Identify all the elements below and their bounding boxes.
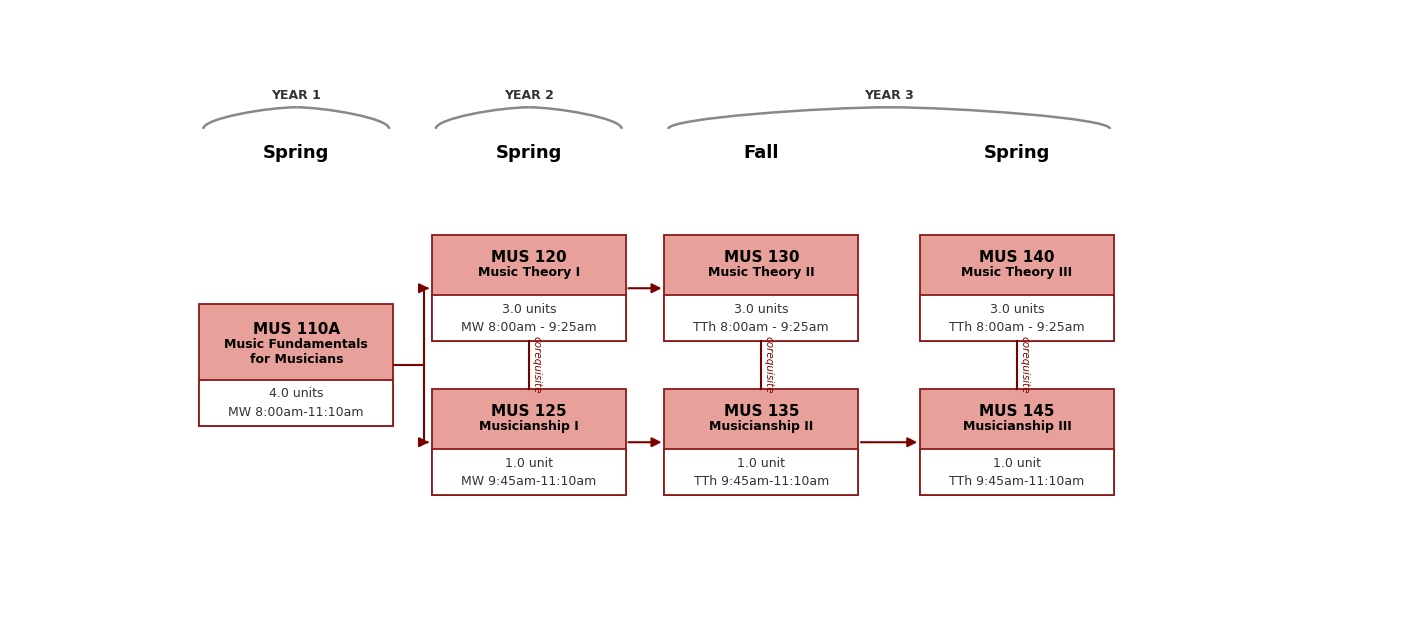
Text: 1.0 unit: 1.0 unit <box>737 457 785 469</box>
Bar <box>920 449 1115 495</box>
Text: YEAR 1: YEAR 1 <box>272 89 321 102</box>
Text: MUS 135: MUS 135 <box>723 404 799 419</box>
Bar <box>200 304 393 426</box>
Bar <box>433 235 626 341</box>
Text: MUS 110A: MUS 110A <box>252 322 340 338</box>
Text: Music Theory II: Music Theory II <box>707 266 814 280</box>
Text: MUS 120: MUS 120 <box>490 250 566 265</box>
Text: Spring: Spring <box>263 144 330 163</box>
Text: MW 8:00am-11:10am: MW 8:00am-11:10am <box>228 406 364 419</box>
Bar <box>433 389 626 495</box>
Bar <box>433 295 626 341</box>
Text: Musicianship I: Musicianship I <box>479 420 579 433</box>
Text: YEAR 2: YEAR 2 <box>504 89 554 102</box>
Text: MUS 125: MUS 125 <box>490 404 566 419</box>
Text: Musicianship II: Musicianship II <box>709 420 813 433</box>
Text: for Musicians: for Musicians <box>249 353 342 365</box>
Text: MW 8:00am - 9:25am: MW 8:00am - 9:25am <box>461 321 596 334</box>
Text: MUS 145: MUS 145 <box>979 404 1055 419</box>
Text: MUS 130: MUS 130 <box>723 250 799 265</box>
Text: Fall: Fall <box>744 144 779 163</box>
Text: corequisite: corequisite <box>531 336 541 394</box>
Text: MW 9:45am-11:10am: MW 9:45am-11:10am <box>461 475 596 488</box>
Text: 3.0 units: 3.0 units <box>734 302 789 316</box>
Text: 3.0 units: 3.0 units <box>502 302 557 316</box>
Text: Music Theory III: Music Theory III <box>961 266 1072 280</box>
Text: corequisite: corequisite <box>764 336 774 394</box>
Text: 1.0 unit: 1.0 unit <box>993 457 1041 469</box>
Bar <box>920 235 1115 341</box>
Bar <box>665 389 858 495</box>
Text: Musicianship III: Musicianship III <box>962 420 1071 433</box>
Bar <box>665 449 858 495</box>
Text: Spring: Spring <box>496 144 562 163</box>
Text: 1.0 unit: 1.0 unit <box>504 457 552 469</box>
Text: Music Theory I: Music Theory I <box>478 266 581 280</box>
Text: TTh 9:45am-11:10am: TTh 9:45am-11:10am <box>950 475 1085 488</box>
Text: TTh 8:00am - 9:25am: TTh 8:00am - 9:25am <box>950 321 1085 334</box>
Text: TTh 8:00am - 9:25am: TTh 8:00am - 9:25am <box>693 321 828 334</box>
Bar <box>920 389 1115 495</box>
Text: 3.0 units: 3.0 units <box>989 302 1044 316</box>
Text: Music Fundamentals: Music Fundamentals <box>224 338 368 351</box>
Bar <box>665 295 858 341</box>
Text: Spring: Spring <box>983 144 1050 163</box>
Text: MUS 140: MUS 140 <box>979 250 1055 265</box>
Bar <box>920 295 1115 341</box>
Bar <box>433 449 626 495</box>
Text: YEAR 3: YEAR 3 <box>864 89 914 102</box>
Text: TTh 9:45am-11:10am: TTh 9:45am-11:10am <box>693 475 828 488</box>
Bar <box>665 235 858 341</box>
Text: 4.0 units: 4.0 units <box>269 387 324 400</box>
Bar <box>200 380 393 426</box>
Text: corequisite: corequisite <box>1020 336 1030 394</box>
